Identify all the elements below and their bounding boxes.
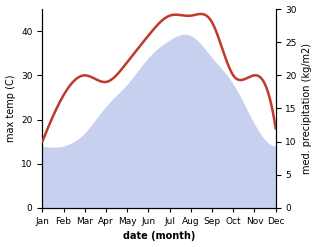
Y-axis label: med. precipitation (kg/m2): med. precipitation (kg/m2) (302, 43, 313, 174)
Y-axis label: max temp (C): max temp (C) (5, 75, 16, 142)
X-axis label: date (month): date (month) (123, 231, 195, 242)
